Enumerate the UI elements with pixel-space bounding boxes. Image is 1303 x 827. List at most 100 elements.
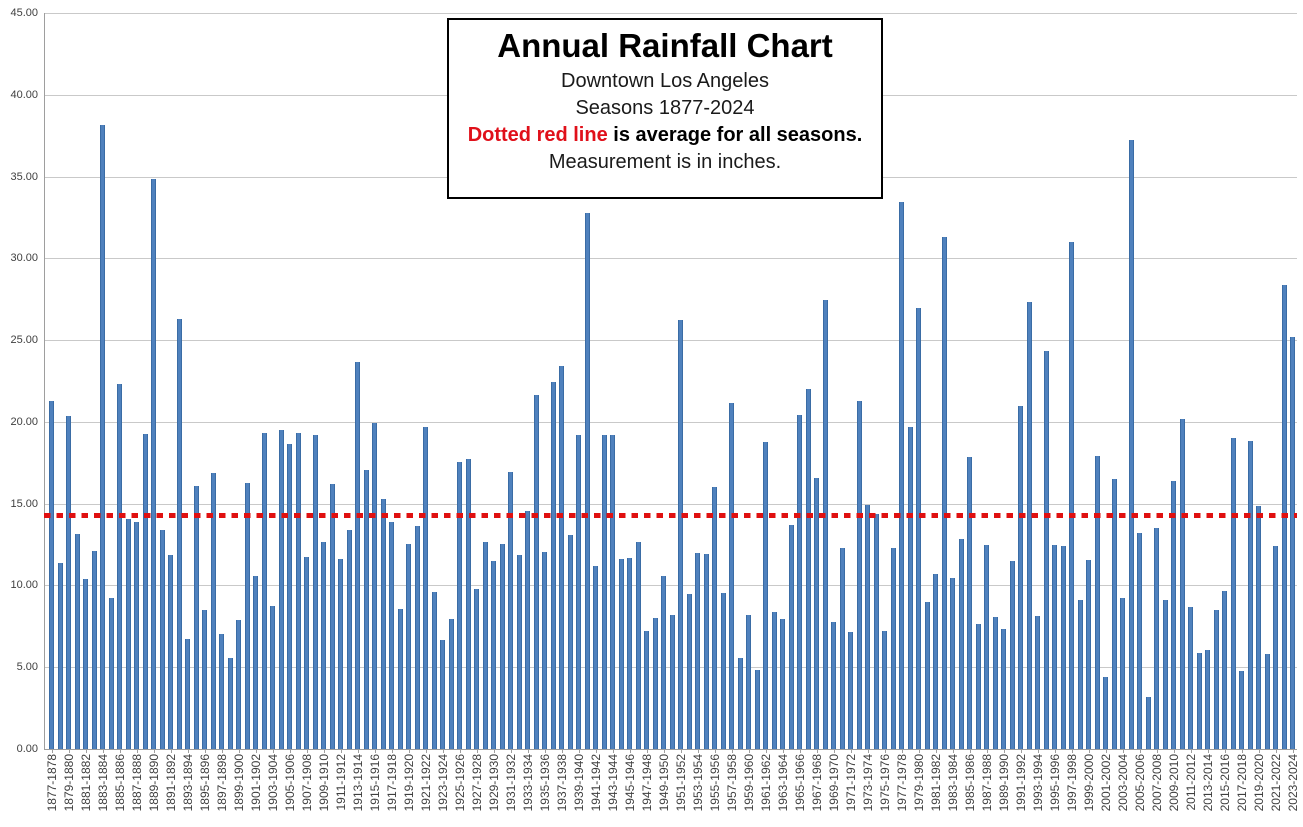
bar <box>151 179 157 749</box>
bar <box>380 499 386 749</box>
x-axis-tick <box>612 749 614 753</box>
x-axis-tick-label: 1883-1884 <box>95 754 110 812</box>
x-axis-tick-label: 1981-1982 <box>928 754 943 812</box>
bar <box>329 484 335 749</box>
bar <box>491 560 497 749</box>
bar <box>100 124 106 749</box>
bar <box>185 638 191 749</box>
x-axis-tick <box>646 749 648 753</box>
x-axis-tick-label: 2021-2022 <box>1268 754 1283 812</box>
bar <box>227 657 233 749</box>
bar <box>66 416 72 749</box>
x-axis-tick <box>1224 749 1226 753</box>
bar <box>440 639 446 749</box>
bar <box>703 553 709 749</box>
x-axis-tick <box>561 749 563 753</box>
bar <box>780 619 786 749</box>
bar <box>168 555 174 749</box>
bar <box>533 394 539 749</box>
bar <box>363 470 369 749</box>
x-axis-tick-label: 1983-1984 <box>945 754 960 812</box>
x-axis-tick-label: 1893-1894 <box>180 754 195 812</box>
bar <box>1060 546 1066 749</box>
x-axis-tick <box>1190 749 1192 753</box>
bar <box>1111 479 1117 749</box>
x-axis-tick-label: 1977-1978 <box>894 754 909 812</box>
x-axis-tick <box>918 749 920 753</box>
bar <box>669 614 675 749</box>
y-axis-line <box>44 13 45 749</box>
x-axis-tick <box>799 749 801 753</box>
x-axis-tick <box>578 749 580 753</box>
x-axis-tick <box>323 749 325 753</box>
bar <box>516 554 522 749</box>
x-axis-tick-label: 1881-1882 <box>78 754 93 812</box>
x-axis-tick <box>85 749 87 753</box>
x-axis-tick-label: 1923-1924 <box>435 754 450 812</box>
bar <box>1035 615 1041 749</box>
x-axis-tick <box>1105 749 1107 753</box>
bar <box>924 602 930 749</box>
x-axis-tick-label: 1963-1964 <box>775 754 790 812</box>
x-axis-tick-label: 1943-1944 <box>605 754 620 812</box>
x-axis-tick-label: 1897-1898 <box>214 754 229 812</box>
x-axis-tick-label: 1961-1962 <box>758 754 773 812</box>
x-axis-tick-label: 1899-1900 <box>231 754 246 812</box>
bar <box>712 487 718 749</box>
bar <box>1052 545 1058 749</box>
y-axis-tick-label: 20.00 <box>10 415 38 428</box>
bar <box>661 575 667 749</box>
x-axis-tick-label: 1901-1902 <box>248 754 263 812</box>
x-axis-tick <box>1156 749 1158 753</box>
bar <box>678 320 684 749</box>
x-axis-tick <box>272 749 274 753</box>
bar <box>788 525 794 749</box>
bar <box>219 633 225 749</box>
x-axis-tick-label: 1971-1972 <box>843 754 858 812</box>
bar <box>261 433 267 749</box>
bar <box>346 529 352 749</box>
x-axis-tick-label: 1945-1946 <box>622 754 637 812</box>
bar <box>967 456 973 749</box>
bar <box>822 299 828 749</box>
x-axis-tick-label: 1907-1908 <box>299 754 314 812</box>
x-axis-tick-label: 1979-1980 <box>911 754 926 812</box>
bar <box>210 473 216 749</box>
bar <box>652 618 658 749</box>
bar <box>975 623 981 749</box>
x-axis-tick <box>119 749 121 753</box>
bar <box>372 423 378 749</box>
x-axis-tick <box>306 749 308 753</box>
bar <box>193 485 199 749</box>
bar <box>448 619 454 749</box>
bar <box>482 541 488 749</box>
bar <box>1077 600 1083 749</box>
x-axis-tick <box>1241 749 1243 753</box>
bar <box>1103 676 1109 749</box>
x-axis-tick-label: 1885-1886 <box>112 754 127 812</box>
bar <box>176 319 182 749</box>
y-gridline <box>44 503 1297 505</box>
x-axis-tick-label: 1919-1920 <box>401 754 416 812</box>
x-axis-tick-label: 2001-2002 <box>1098 754 1113 812</box>
bar <box>423 427 429 749</box>
x-axis-tick-label: 1911-1912 <box>333 754 348 811</box>
x-axis-tick-label: 1951-1952 <box>673 754 688 812</box>
bar <box>1273 546 1279 749</box>
bar <box>1290 337 1296 749</box>
bar <box>1230 438 1236 749</box>
bar <box>278 429 284 749</box>
x-axis-tick-label: 1985-1986 <box>962 754 977 812</box>
y-gridline <box>44 585 1297 587</box>
bar <box>1196 653 1202 749</box>
x-axis-tick <box>221 749 223 753</box>
x-axis-tick <box>595 749 597 753</box>
x-axis-tick-label: 1967-1968 <box>809 754 824 812</box>
x-axis-tick <box>1275 749 1277 753</box>
x-axis-tick-label: 1895-1896 <box>197 754 212 812</box>
x-axis-tick <box>425 749 427 753</box>
bar <box>1222 591 1228 749</box>
bar <box>338 559 344 749</box>
bar <box>576 434 582 749</box>
